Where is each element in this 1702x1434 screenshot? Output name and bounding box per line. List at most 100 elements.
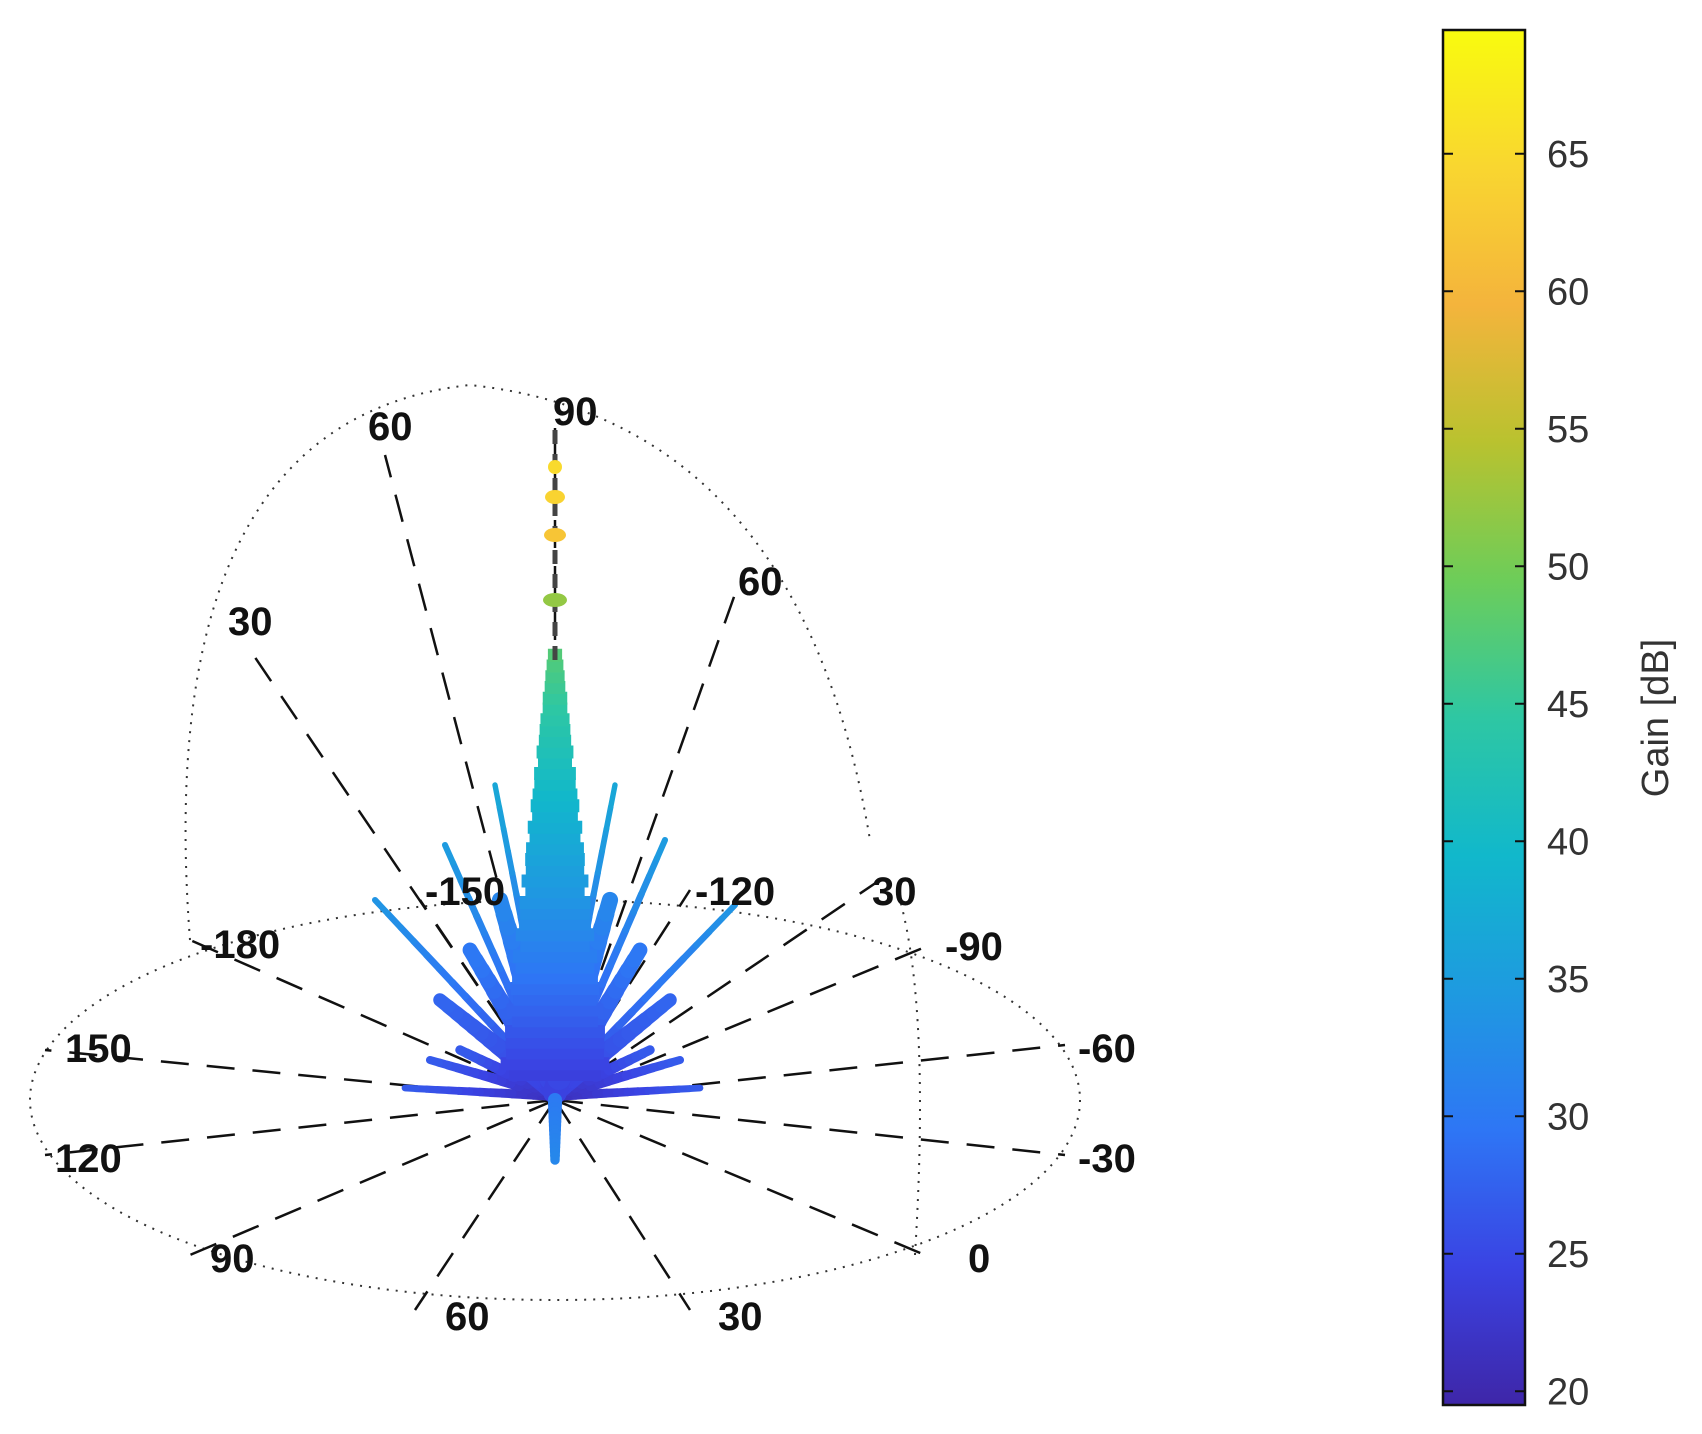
side-lobe xyxy=(630,890,645,916)
radial-gridline xyxy=(553,889,692,1101)
main-lobe-slice xyxy=(525,885,585,899)
radial-gridline xyxy=(553,1099,692,1311)
main-lobe-slice xyxy=(519,917,591,931)
side-lobe xyxy=(500,825,511,854)
side-lobe xyxy=(433,993,455,1014)
colorbar-fill xyxy=(1443,30,1525,1405)
main-lobe-slice xyxy=(520,906,590,920)
main-lobe-slice xyxy=(525,853,585,866)
radial-gridline xyxy=(44,1098,556,1157)
main-lobe-slice xyxy=(540,713,570,727)
side-lobe xyxy=(513,891,524,920)
main-lobe-peak xyxy=(544,528,566,542)
main-lobe-peak xyxy=(545,490,565,504)
main-lobe-slice xyxy=(506,1003,604,1017)
colorbar-tick-label-40: 40 xyxy=(1547,821,1589,863)
side-lobe xyxy=(457,877,472,902)
elevation-arc-right xyxy=(899,899,921,1256)
side-lobe xyxy=(599,825,610,854)
az-label-m120: -120 xyxy=(695,870,775,914)
el-label-right-60: 60 xyxy=(738,560,783,604)
az-label-150: 150 xyxy=(65,1027,132,1071)
colorbar-tick-label-25: 25 xyxy=(1547,1234,1589,1276)
side-lobe xyxy=(608,782,618,810)
main-lobe-slice xyxy=(515,960,595,974)
az-label-60: 60 xyxy=(445,1295,490,1339)
main-lobe-slice xyxy=(521,874,589,888)
main-lobe-slice xyxy=(530,799,580,813)
side-lobe xyxy=(590,869,601,898)
radial-gridline xyxy=(554,1043,1066,1102)
side-lobe xyxy=(603,804,614,832)
side-lobe xyxy=(654,836,669,862)
main-lobe-slice xyxy=(513,992,597,1006)
side-lobe xyxy=(492,782,502,810)
main-lobe-slice xyxy=(536,745,574,759)
main-lobe-slice xyxy=(532,810,578,823)
az-label-m90: -90 xyxy=(945,925,1003,969)
main-lobe-slice xyxy=(520,939,590,952)
side-lobe xyxy=(586,891,597,920)
main-lobe-slice xyxy=(538,734,572,748)
side-lobe xyxy=(384,910,404,931)
colorbar-tick-label-55: 55 xyxy=(1547,409,1589,451)
radial-gridline xyxy=(554,1098,926,1257)
az-label-90: 90 xyxy=(210,1237,255,1281)
polar-frame xyxy=(29,383,1081,1301)
radial-gridline xyxy=(413,1099,557,1311)
main-lobe-slice xyxy=(542,702,568,716)
az-label-m150: -150 xyxy=(425,870,505,914)
side-lobe xyxy=(594,847,606,876)
az-label-30: 30 xyxy=(718,1295,763,1339)
main-lobe-peak xyxy=(543,593,567,607)
main-lobe-slice xyxy=(512,1014,598,1028)
colorbar-ticks: 20 25 30 35 40 45 50 55 60 65 xyxy=(1443,134,1589,1413)
elevation-arc-left xyxy=(184,383,871,941)
side-lobe xyxy=(706,915,726,935)
main-lobe-slice xyxy=(534,767,576,780)
side-lobe xyxy=(626,942,648,968)
main-lobe-slice xyxy=(515,928,595,942)
main-lobe-slice xyxy=(506,1046,604,1060)
main-lobe-slice xyxy=(527,820,583,834)
main-lobe-slice xyxy=(500,1057,610,1071)
side-lobe xyxy=(719,901,739,922)
side-lobe xyxy=(504,847,516,876)
floor-lobe xyxy=(686,1084,704,1092)
colorbar-tick-label-60: 60 xyxy=(1547,271,1589,313)
main-lobe-slice xyxy=(505,1035,605,1049)
radial-gridline xyxy=(44,1048,556,1102)
el-label-left-60: 60 xyxy=(368,405,413,449)
side-lobe xyxy=(496,804,507,832)
main-lobe-slice xyxy=(512,949,598,963)
floor-lobe xyxy=(667,1055,685,1067)
az-label-0: 0 xyxy=(968,1237,990,1281)
main-lobe-slice xyxy=(510,982,600,995)
main-lobe-slice xyxy=(529,831,581,845)
main-lobe-slice xyxy=(519,896,591,909)
main-lobe-peak xyxy=(548,460,562,474)
az-label-m60: -60 xyxy=(1078,1027,1136,1071)
main-lobe-slice xyxy=(534,777,576,791)
side-lobe xyxy=(371,896,391,917)
floor-lobe xyxy=(425,1055,443,1067)
el-label-right-30: 30 xyxy=(872,870,917,914)
floor-lobe xyxy=(455,1045,472,1059)
colorbar-tick-label-45: 45 xyxy=(1547,684,1589,726)
main-lobe-slice xyxy=(505,1025,605,1038)
side-lobe xyxy=(441,841,456,866)
radial-gridline xyxy=(189,1098,556,1257)
colorbar: 20 25 30 35 40 45 50 55 60 65 Gain [dB] xyxy=(1441,28,1677,1413)
el-label-left-30: 30 xyxy=(228,600,273,644)
radiation-pattern-surface xyxy=(371,420,739,1165)
side-lobe xyxy=(491,891,513,922)
side-lobe xyxy=(638,872,653,898)
elevation-tick-labels: 30 60 90 60 30 xyxy=(228,390,917,914)
main-lobe-slice xyxy=(526,842,584,856)
main-lobe-slice xyxy=(539,724,571,737)
colorbar-tick-label-50: 50 xyxy=(1547,546,1589,588)
az-label-m30: -30 xyxy=(1078,1137,1136,1181)
main-lobe-slice xyxy=(512,971,598,985)
az-label-m180: -180 xyxy=(200,923,280,967)
